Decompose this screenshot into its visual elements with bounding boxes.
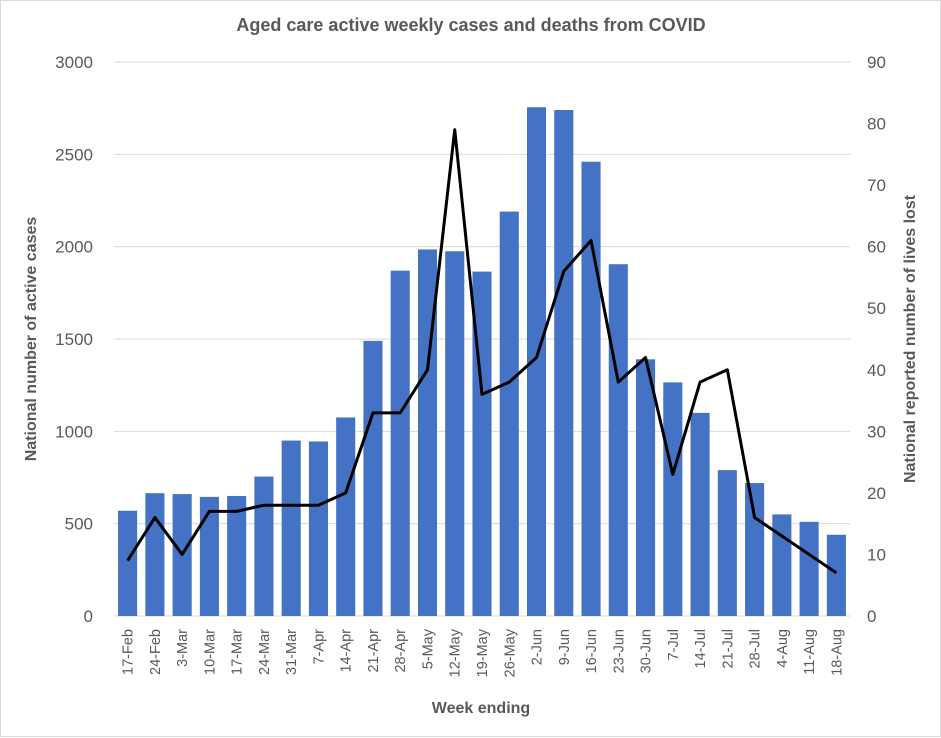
y2-tick-label: 30	[867, 422, 886, 441]
bar	[309, 441, 328, 616]
bar	[445, 251, 464, 616]
x-tick-label: 5-May	[420, 628, 436, 669]
x-tick-label: 19-May	[475, 628, 491, 677]
y-tick-label: 0	[84, 607, 93, 626]
bar	[827, 535, 846, 616]
bar	[718, 470, 737, 616]
x-tick-label: 24-Feb	[148, 629, 164, 675]
y2-tick-label: 60	[867, 238, 886, 257]
x-tick-label: 23-Jun	[611, 629, 627, 673]
left-axis-ticks: 0 500 1000 1500 2000 2500 3000	[55, 53, 93, 626]
x-tick-label: 9-Jun	[557, 629, 573, 665]
bar	[363, 341, 382, 616]
x-tick-label: 7-Jul	[666, 629, 682, 660]
x-tick-label: 30-Jun	[639, 629, 655, 673]
bar	[691, 413, 710, 616]
x-tick-label: 14-Apr	[339, 629, 355, 673]
right-axis-ticks: 0 10 20 30 40 50 60 70 80 90	[867, 53, 886, 626]
x-tick-label: 14-Jul	[693, 629, 709, 669]
bar	[145, 493, 164, 616]
y2-axis-title: National reported number of lives lost	[902, 194, 919, 483]
x-tick-label: 11-Aug	[802, 629, 818, 675]
y-tick-label: 2000	[55, 238, 93, 257]
x-tick-label: 21-Jul	[720, 629, 736, 669]
y-tick-label: 1000	[55, 422, 93, 441]
x-tick-label: 28-Apr	[393, 629, 409, 673]
y2-tick-label: 20	[867, 484, 886, 503]
bar	[500, 212, 519, 616]
x-tick-label: 17-Feb	[121, 629, 137, 675]
bar	[609, 264, 628, 616]
x-tick-label: 18-Aug	[829, 629, 845, 676]
y-tick-label: 2500	[55, 145, 93, 164]
x-tick-label: 10-Mar	[202, 629, 218, 675]
y-tick-label: 1500	[55, 330, 93, 349]
x-tick-label: 21-Apr	[366, 629, 382, 673]
y2-tick-label: 80	[867, 115, 886, 134]
x-tick-label: 28-Jul	[748, 629, 764, 669]
bar	[800, 522, 819, 616]
y2-tick-label: 90	[867, 53, 886, 72]
x-tick-label: 24-Mar	[257, 629, 273, 675]
bar	[636, 359, 655, 616]
y-axis-title: National number of active cases	[23, 217, 40, 462]
bar	[118, 511, 137, 616]
x-tick-label: 12-May	[448, 628, 464, 677]
bar	[581, 162, 600, 616]
y2-tick-label: 50	[867, 299, 886, 318]
x-tick-label: 7-Apr	[311, 629, 327, 665]
y2-tick-label: 10	[867, 545, 886, 564]
x-axis-title: Week ending	[432, 700, 530, 717]
x-tick-label: 3-Mar	[175, 629, 191, 667]
bar	[282, 441, 301, 616]
chart-title: Aged care active weekly cases and deaths…	[236, 15, 705, 35]
y2-tick-label: 0	[867, 607, 876, 626]
bar	[745, 483, 764, 616]
bar	[336, 417, 355, 616]
bar	[200, 497, 219, 616]
y-tick-label: 500	[65, 515, 93, 534]
bar	[227, 496, 246, 616]
bar	[663, 382, 682, 616]
x-tick-label: 31-Mar	[284, 629, 300, 675]
x-tick-label: 2-Jun	[530, 629, 546, 665]
x-tick-label: 16-Jun	[584, 629, 600, 673]
bar	[391, 271, 410, 616]
x-axis-categories: 17-Feb 24-Feb 3-Mar 10-Mar 17-Mar 24-Mar 31-Ma…	[121, 628, 846, 677]
bar	[554, 110, 573, 616]
x-tick-label: 17-Mar	[230, 629, 246, 675]
y-tick-label: 3000	[55, 53, 93, 72]
bar	[254, 477, 273, 616]
bar-series-active-cases	[118, 107, 846, 616]
x-tick-label: 4-Aug	[775, 629, 791, 668]
x-tick-label: 26-May	[502, 628, 518, 677]
y2-tick-label: 40	[867, 361, 886, 380]
y2-tick-label: 70	[867, 176, 886, 195]
